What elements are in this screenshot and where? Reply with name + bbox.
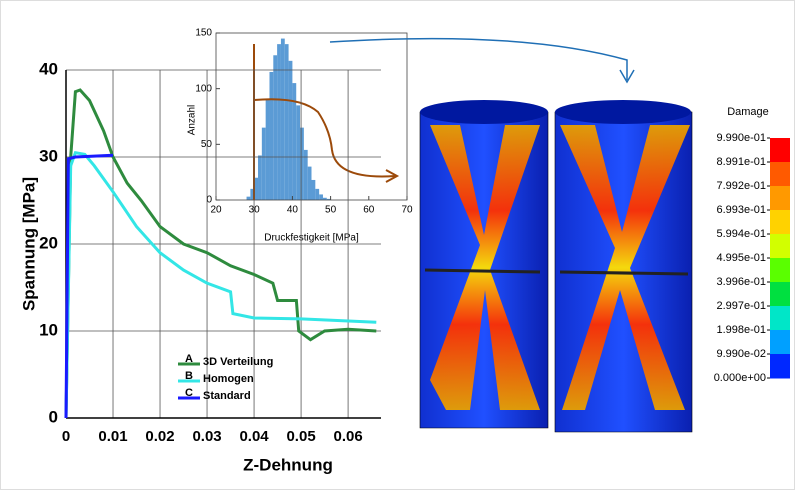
- hist-bar: [258, 155, 262, 200]
- colorbar-label: 2.997e-01: [716, 300, 766, 312]
- x-tick-label: 40: [287, 205, 299, 216]
- colorbar-label: 9.990e-02: [716, 348, 766, 360]
- x-tick-label: 0: [62, 428, 70, 445]
- x-tick-label: 20: [210, 205, 222, 216]
- x-tick-label: 0.06: [333, 428, 362, 445]
- legend-marker: B: [185, 370, 193, 382]
- legend-label: Standard: [203, 390, 251, 402]
- y-tick-label: 100: [195, 83, 212, 94]
- hist-bar: [296, 105, 300, 200]
- colorbar-label: 1.998e-01: [716, 324, 766, 336]
- x-tick-label: 0.01: [98, 428, 127, 445]
- legend-label: Homogen: [203, 373, 254, 385]
- colorbar-label: 3.996e-01: [716, 276, 766, 288]
- hist-bar: [308, 167, 312, 200]
- legend-marker: A: [185, 353, 193, 365]
- hist-bar: [273, 55, 277, 200]
- y-tick-label: 0: [49, 407, 58, 426]
- y-tick-label: 10: [39, 320, 58, 339]
- hist-bar: [247, 197, 251, 200]
- y-tick-label: 20: [39, 233, 58, 252]
- hist-bar: [277, 44, 281, 200]
- x-tick-label: 70: [401, 205, 413, 216]
- colorbar-segment: [770, 162, 790, 187]
- legend-label: 3D Verteilung: [203, 356, 273, 368]
- colorbar-segment: [770, 354, 790, 379]
- colorbar-label: 4.995e-01: [716, 252, 766, 264]
- y-tick-label: 30: [39, 146, 58, 165]
- x-tick-label: 60: [363, 205, 375, 216]
- colorbar-segment: [770, 138, 790, 163]
- y-tick-label: 40: [39, 59, 58, 78]
- y-tick-label: 150: [195, 28, 212, 39]
- colorbar-label: 6.993e-01: [716, 204, 766, 216]
- hist-bar: [315, 189, 319, 200]
- x-tick-label: 50: [325, 205, 337, 216]
- x-axis-label: Druckfestigkeit [MPa]: [264, 233, 359, 244]
- colorbar-segment: [770, 306, 790, 331]
- hist-bar: [289, 61, 293, 200]
- colorbar-label: 9.990e-01: [716, 132, 766, 144]
- x-tick-label: 0.04: [239, 428, 269, 445]
- hist-bar: [262, 128, 266, 200]
- legend-marker: C: [185, 387, 193, 399]
- colorbar-title: Damage: [727, 106, 769, 118]
- colorbar-segment: [770, 186, 790, 211]
- colorbar-label: 5.994e-01: [716, 228, 766, 240]
- hist-bar: [312, 180, 316, 200]
- hist-bar: [269, 72, 273, 200]
- cylinder-right: [555, 100, 692, 432]
- y-axis-label: Anzahl: [187, 105, 198, 136]
- y-axis-label: Spannung [MPa]: [19, 177, 38, 311]
- colorbar-label: 0.000e+00: [714, 372, 766, 384]
- hist-bar: [319, 194, 323, 200]
- hist-bar: [300, 128, 304, 200]
- hist-bar: [285, 44, 289, 200]
- colorbar-segment: [770, 234, 790, 259]
- hist-bar: [304, 150, 308, 200]
- cylinder-left: [420, 100, 548, 428]
- x-tick-label: 0.02: [145, 428, 174, 445]
- x-axis-label: Z-Dehnung: [243, 455, 333, 474]
- figure: 203040506070050100150Druckfestigkeit [MP…: [0, 0, 795, 490]
- colorbar-label: 8.991e-01: [716, 156, 766, 168]
- colorbar-segment: [770, 258, 790, 283]
- colorbar-segment: [770, 210, 790, 235]
- colorbar-segment: [770, 330, 790, 355]
- hist-bar: [266, 100, 270, 200]
- hist-bar: [281, 39, 285, 200]
- colorbar-segment: [770, 282, 790, 307]
- colorbar-label: 7.992e-01: [716, 180, 766, 192]
- x-tick-label: 0.03: [192, 428, 221, 445]
- x-tick-label: 0.05: [286, 428, 315, 445]
